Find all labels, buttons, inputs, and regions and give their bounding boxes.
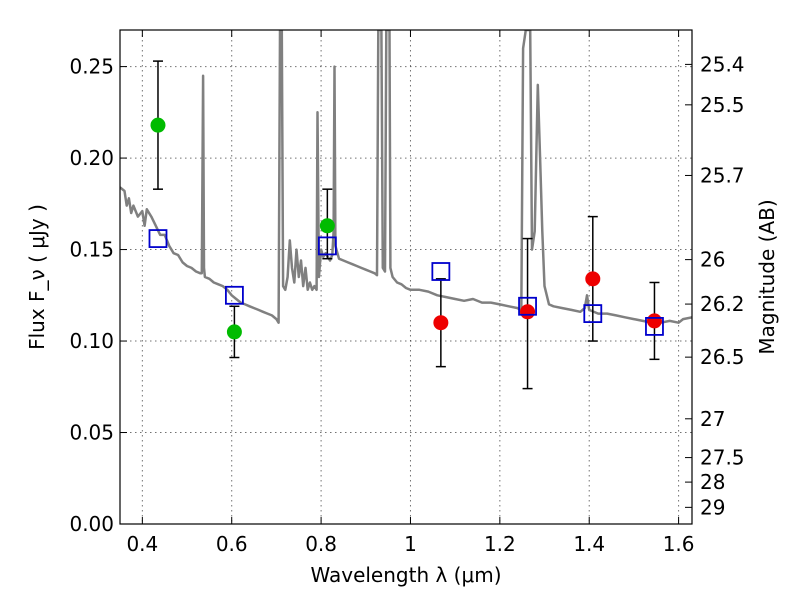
x-tick-label: 0.6 xyxy=(216,532,248,556)
model-spectrum-line xyxy=(120,30,692,324)
data-point xyxy=(150,117,166,133)
model-photometry-square xyxy=(317,236,337,256)
magnitude-tick-label: 27.5 xyxy=(700,446,745,470)
x-tick-label: 0.8 xyxy=(305,532,337,556)
magnitude-tick-label: 25.7 xyxy=(700,163,745,187)
y-tick-label: 0.15 xyxy=(69,238,114,262)
magnitude-tick-label: 29 xyxy=(700,495,725,519)
right-axis-label: Magnitude (AB) xyxy=(755,199,779,354)
axis-ticks xyxy=(120,30,692,525)
error-bars xyxy=(152,60,660,390)
model-photometry-square xyxy=(518,296,537,316)
model-photometry-square xyxy=(148,229,168,248)
data-point xyxy=(520,304,536,320)
data-point xyxy=(585,271,601,287)
magnitude-tick-label: 26 xyxy=(700,248,725,272)
model-photometry-square xyxy=(645,316,664,336)
magnitude-tick-label: 27 xyxy=(700,407,725,431)
y-tick-labels: 0.00 0.05 0.10 0.15 0.20 0.25 xyxy=(69,55,114,536)
data-point xyxy=(226,324,242,340)
data-point xyxy=(646,313,662,329)
magnitude-tick-label: 28 xyxy=(700,470,725,494)
y-tick-label: 0.10 xyxy=(69,329,114,353)
model-photometry-square xyxy=(583,304,603,323)
y-tick-label: 0.25 xyxy=(69,55,114,79)
plot-frame xyxy=(119,29,693,525)
x-tick-label: 0.4 xyxy=(126,532,158,556)
magnitude-tick-label: 26.5 xyxy=(700,345,745,369)
x-axis-label: Wavelength λ (μm) xyxy=(310,563,501,587)
magnitude-tick-label: 26.2 xyxy=(700,292,745,316)
magnitude-tick-label: 25.4 xyxy=(700,52,745,76)
data-point xyxy=(433,315,449,331)
x-tick-label: 1.6 xyxy=(663,532,695,556)
y-tick-label: 0.05 xyxy=(69,421,114,445)
y-tick-label: 0.20 xyxy=(69,146,114,170)
x-tick-label: 1.4 xyxy=(573,532,605,556)
data-point xyxy=(319,218,335,234)
x-tick-labels: 0.4 0.6 0.8 1 1.2 1.4 1.6 xyxy=(126,532,694,556)
model-photometry-square xyxy=(431,262,451,281)
y-axis-label: Flux F_ν ( μJy ) xyxy=(25,204,49,350)
x-tick-label: 1 xyxy=(404,532,417,556)
y-tick-label: 0.00 xyxy=(69,512,114,536)
model-photometry-square xyxy=(224,285,244,305)
magnitude-tick-label: 25.5 xyxy=(700,93,745,117)
model-spectrum xyxy=(120,30,692,324)
x-tick-label: 1.2 xyxy=(484,532,516,556)
data-markers xyxy=(148,117,664,340)
